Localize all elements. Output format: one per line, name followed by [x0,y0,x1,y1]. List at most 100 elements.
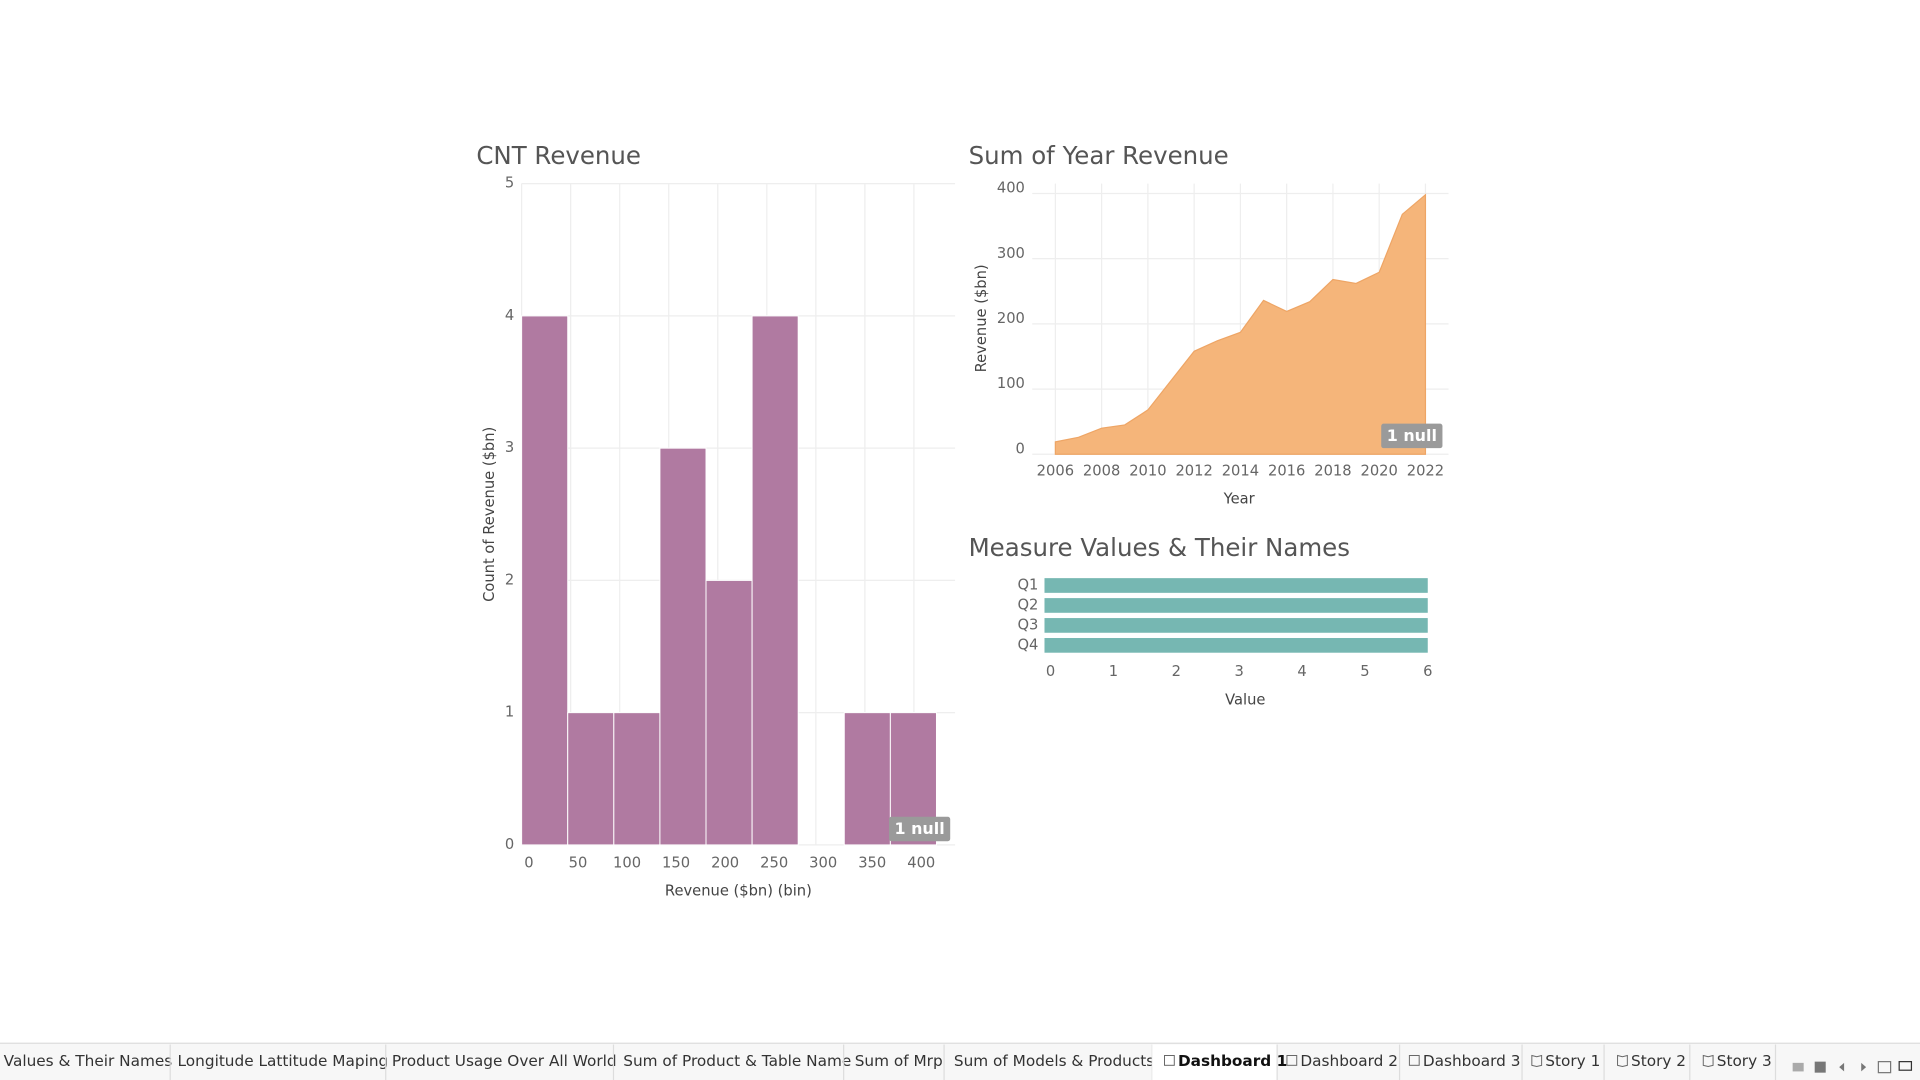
area [1054,193,1427,455]
histogram-bar [613,712,661,846]
histogram-bar [567,712,615,846]
x-tick-label: 2022 [1407,462,1444,479]
tab[interactable]: Story 2 [1617,1044,1691,1080]
dashboard-icon [1164,1055,1175,1066]
histogram-bar [843,712,891,846]
y-axis-label: Count of Revenue ($bn) [481,427,498,602]
x-tick-label: 2 [1172,663,1181,680]
null-indicator: 1 null [1387,426,1437,445]
story-icon [1702,1054,1714,1068]
y-tick-label: 2 [505,571,514,588]
tab-label: Story 1 [1545,1052,1600,1070]
null-indicator: 1 null [895,819,945,838]
tab[interactable]: Dashboard 3 [1408,1044,1523,1080]
y-tick-label: 400 [997,180,1025,197]
x-tick-label: 350 [858,854,886,871]
window-controls [1792,1061,1913,1074]
y-tick-label: 4 [505,307,514,324]
tab[interactable]: Story 1 [1531,1044,1605,1080]
x-axis-label: Revenue ($bn) (bin) [665,882,812,899]
x-tick-label: 100 [613,854,641,871]
tab-label: Story 3 [1717,1052,1772,1070]
y-tick-label: 300 [997,245,1025,262]
x-tick-label: 4 [1297,663,1306,680]
histogram-bar [751,315,799,846]
bar [1044,578,1428,593]
icon[interactable] [1861,1062,1867,1072]
tab-label: Sum of Mrp [855,1052,943,1070]
dashboard-icon [1286,1055,1298,1066]
dashboard-icon [1408,1055,1420,1066]
tab[interactable]: Sum of Product & Table Name [623,1044,851,1080]
y-tick-label: 100 [997,375,1025,392]
tab[interactable]: Dashboard 1 [1152,1044,1287,1080]
y-tick-label: 3 [505,439,514,456]
y-tick-label: 0 [505,836,514,853]
icon[interactable] [1792,1062,1804,1072]
tab-label: Sum of Models & Products [954,1052,1154,1070]
y-tick-label: 5 [505,175,514,192]
tab-background [1152,1044,1278,1080]
x-tick-label: 300 [809,854,837,871]
x-tick-label: 1 [1109,663,1118,680]
tab-label: Dashboard 2 [1300,1052,1398,1070]
story-icon [1617,1054,1628,1068]
x-axis-label: Year [1223,491,1256,508]
x-tick-label: 6 [1423,663,1432,680]
histogram-bar [659,447,707,846]
x-tick-label: 2006 [1037,462,1074,479]
tab[interactable]: Product Usage Over All World [392,1044,617,1080]
x-tick-label: 250 [760,854,788,871]
tab[interactable]: Longitude Lattitude Maping [178,1044,389,1080]
tab-label: Story 2 [1631,1052,1686,1070]
x-tick-label: 2010 [1129,462,1166,479]
tab-label: Sum of Product & Table Name [623,1052,851,1070]
y-tick-label: Q1 [1017,576,1038,593]
chart-title: CNT Revenue [476,141,641,170]
tab-bar [0,1043,1920,1080]
y-tick-label: Q4 [1017,636,1038,653]
histogram-bar [521,315,569,846]
tab-label: Dashboard 1 [1178,1052,1287,1070]
icon[interactable] [1839,1062,1845,1072]
histogram-bar [705,579,753,846]
y-tick-label: 200 [997,310,1025,327]
x-tick-label: 200 [711,854,739,871]
tab-label: Dashboard 3 [1423,1052,1521,1070]
x-tick-label: 400 [907,854,935,871]
chart-title: Measure Values & Their Names [969,533,1350,562]
x-tick-label: 2012 [1175,462,1212,479]
y-axis-label: Revenue ($bn) [973,264,990,372]
tab-label: Values & Their Names [4,1052,173,1070]
x-tick-label: 2016 [1268,462,1305,479]
icon[interactable] [1898,1061,1913,1071]
y-tick-label: 0 [1016,440,1025,457]
x-tick-label: 0 [1046,663,1055,680]
tab[interactable]: Story 3 [1702,1044,1777,1080]
x-tick-label: 5 [1360,663,1369,680]
x-axis-label: Value [1225,691,1265,708]
x-tick-label: 3 [1235,663,1244,680]
x-tick-label: 0 [524,854,533,871]
icon[interactable] [1814,1061,1826,1073]
bar [1044,598,1428,613]
tab[interactable]: Sum of Mrp [855,1044,945,1080]
tab-label: Product Usage Over All World [392,1052,617,1070]
tab[interactable]: Dashboard 2 [1286,1044,1401,1080]
bar [1044,618,1428,633]
x-tick-label: 150 [662,854,690,871]
chart-title: Sum of Year Revenue [969,141,1229,170]
y-tick-label: Q2 [1017,596,1038,613]
null-badge [1381,423,1443,449]
null-badge [888,816,951,842]
tab[interactable]: Values & Their Names [4,1044,173,1080]
tab-label: Longitude Lattitude Maping [178,1052,389,1070]
x-tick-label: 2020 [1360,462,1397,479]
icon[interactable] [1877,1061,1892,1074]
x-tick-label: 50 [569,854,588,871]
x-tick-label: 2008 [1083,462,1120,479]
y-tick-label: 1 [505,704,514,721]
x-tick-label: 2014 [1222,462,1259,479]
